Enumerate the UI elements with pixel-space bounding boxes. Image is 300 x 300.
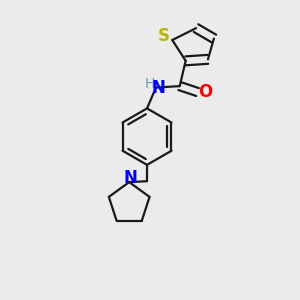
Text: N: N	[124, 169, 138, 187]
Text: H: H	[144, 77, 154, 91]
Text: S: S	[158, 28, 170, 46]
Text: N: N	[151, 79, 165, 97]
Text: O: O	[198, 83, 212, 101]
